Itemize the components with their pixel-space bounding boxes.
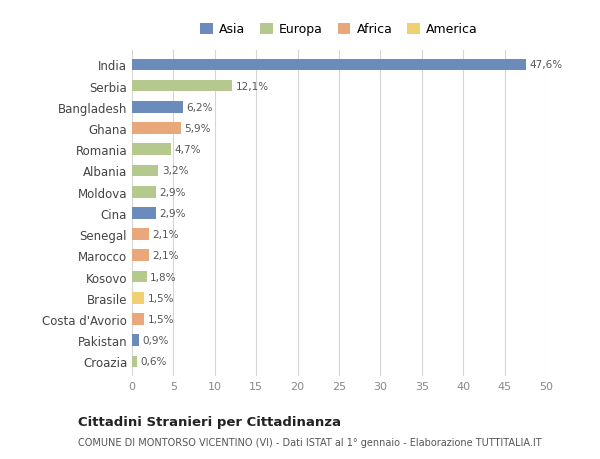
Bar [132, 60, 526, 71]
Bar [132, 165, 158, 177]
Bar [132, 313, 145, 325]
Text: Cittadini Stranieri per Cittadinanza: Cittadini Stranieri per Cittadinanza [78, 415, 341, 428]
Text: 1,8%: 1,8% [150, 272, 177, 282]
Text: COMUNE DI MONTORSO VICENTINO (VI) - Dati ISTAT al 1° gennaio - Elaborazione TUTT: COMUNE DI MONTORSO VICENTINO (VI) - Dati… [78, 437, 542, 447]
Legend: Asia, Europa, Africa, America: Asia, Europa, Africa, America [197, 21, 481, 39]
Text: 2,9%: 2,9% [160, 208, 186, 218]
Bar [132, 335, 139, 346]
Text: 5,9%: 5,9% [184, 124, 211, 134]
Text: 2,9%: 2,9% [160, 187, 186, 197]
Text: 2,1%: 2,1% [152, 251, 179, 261]
Bar [132, 144, 171, 156]
Bar [132, 271, 147, 283]
Text: 2,1%: 2,1% [152, 230, 179, 240]
Text: 4,7%: 4,7% [174, 145, 201, 155]
Bar [132, 81, 232, 92]
Text: 0,6%: 0,6% [140, 357, 167, 367]
Text: 1,5%: 1,5% [148, 293, 174, 303]
Bar [132, 356, 137, 367]
Text: 0,9%: 0,9% [143, 336, 169, 345]
Bar [132, 229, 149, 241]
Text: 47,6%: 47,6% [529, 60, 563, 70]
Bar [132, 186, 156, 198]
Bar [132, 102, 184, 113]
Bar [132, 207, 156, 219]
Bar [132, 123, 181, 134]
Text: 1,5%: 1,5% [148, 314, 174, 324]
Text: 3,2%: 3,2% [162, 166, 188, 176]
Bar [132, 250, 149, 262]
Text: 12,1%: 12,1% [235, 82, 269, 91]
Bar [132, 292, 145, 304]
Text: 6,2%: 6,2% [187, 103, 213, 112]
